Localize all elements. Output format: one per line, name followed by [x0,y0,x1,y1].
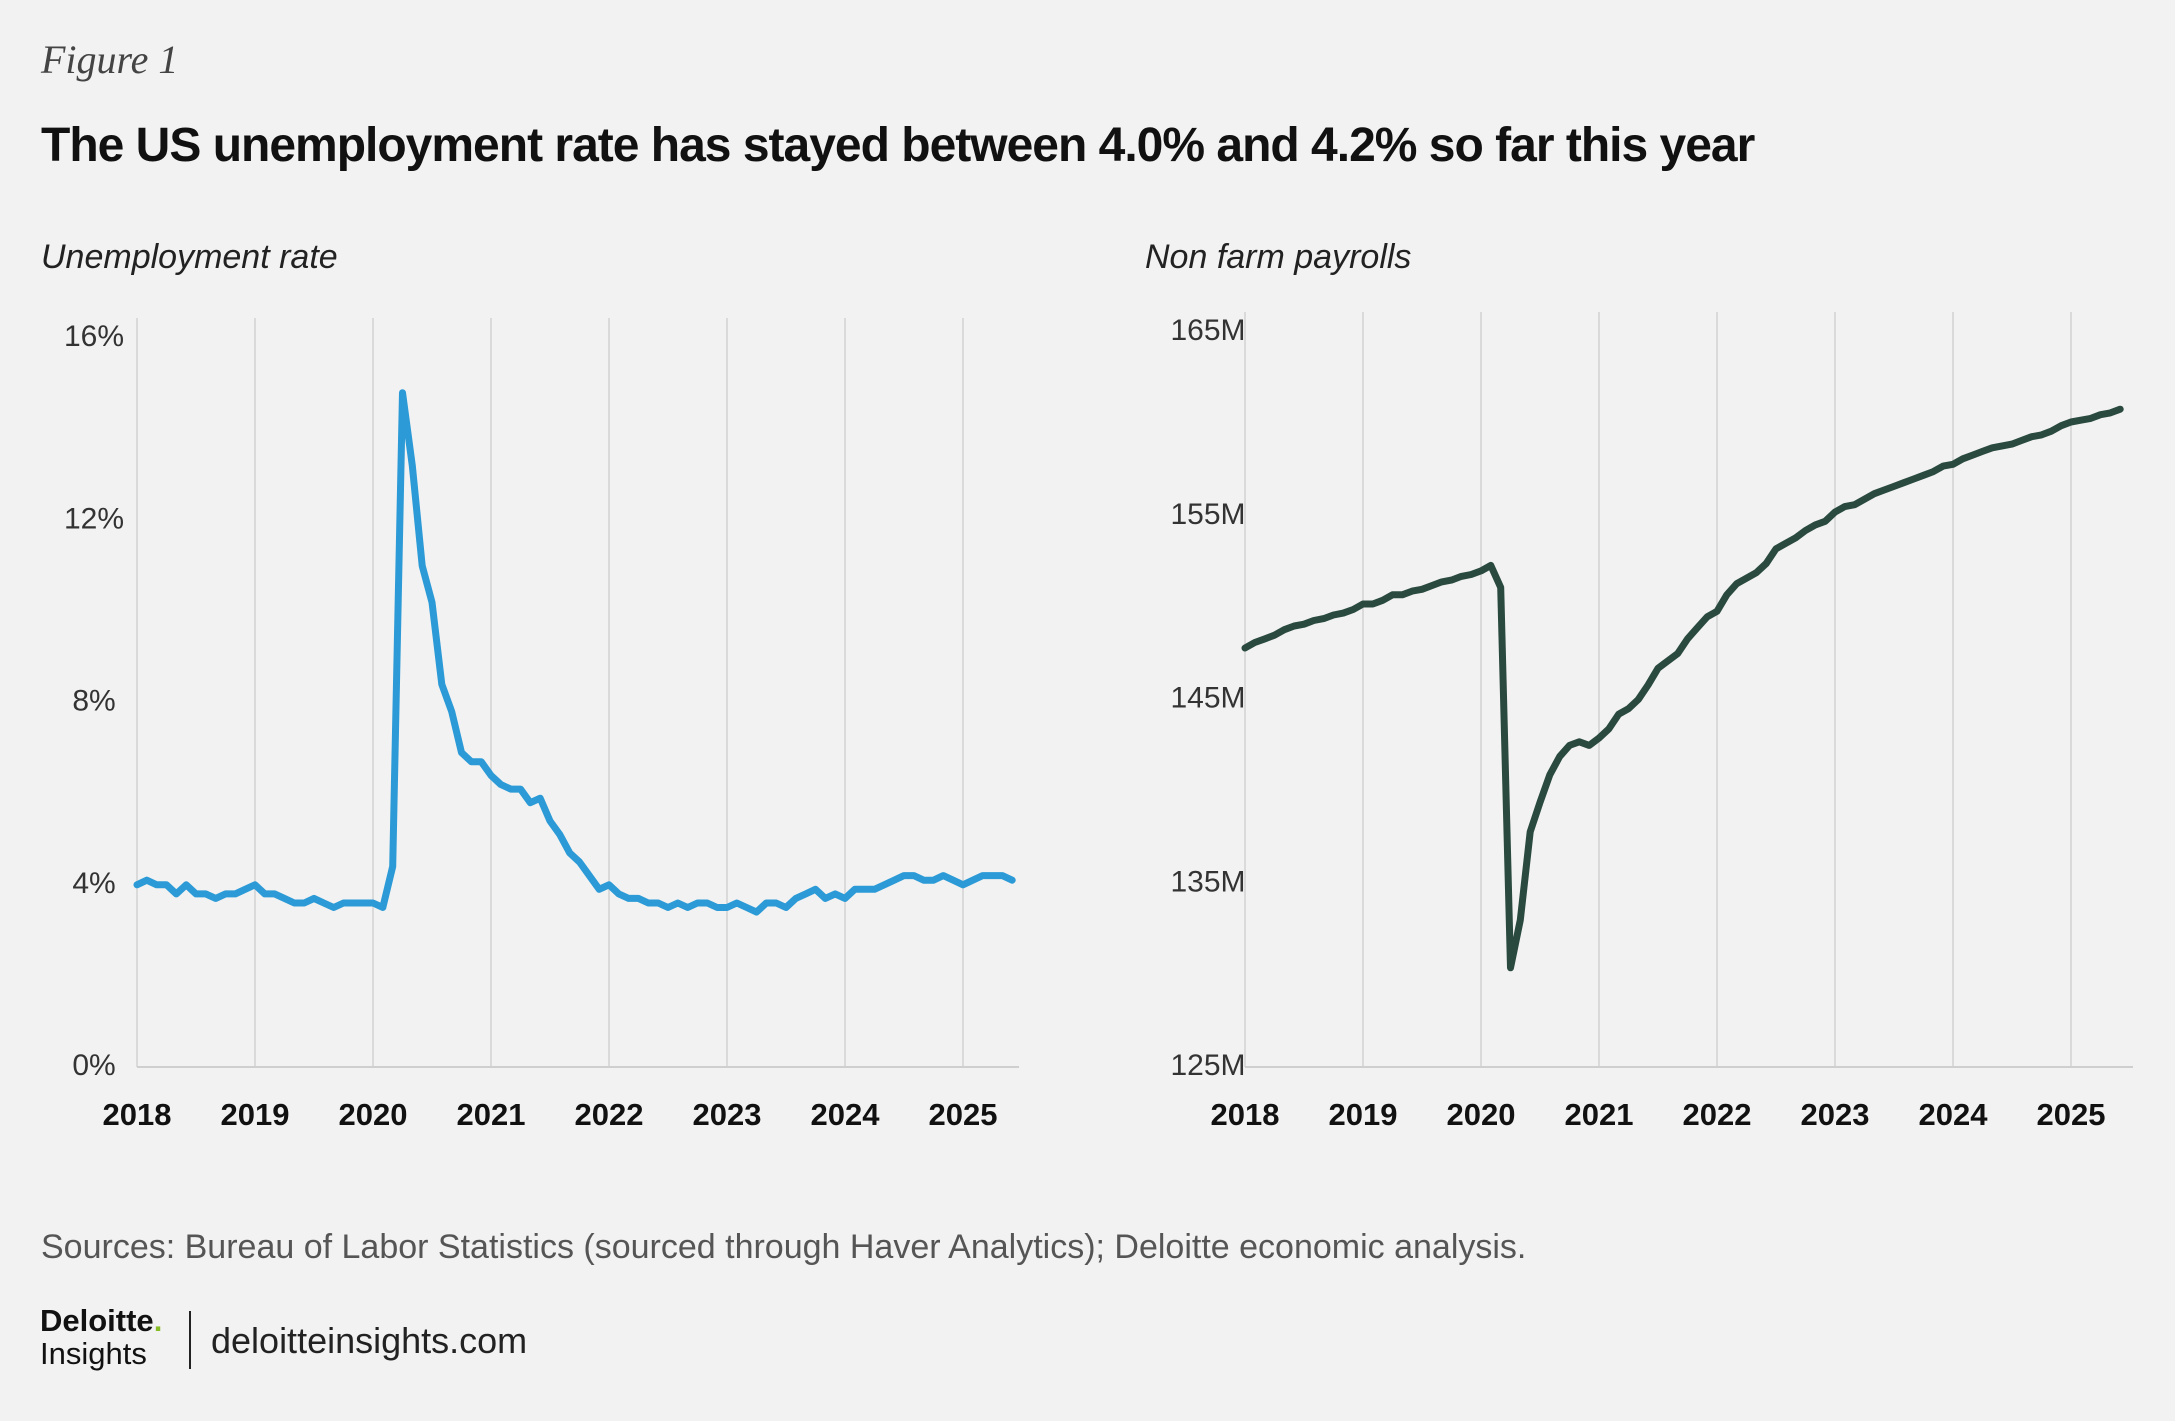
unemployment-y-tick-label: 16% [64,320,124,353]
brand-divider [189,1311,191,1369]
chart-title: The US unemployment rate has stayed betw… [41,119,1755,172]
payrolls-x-tick-label: 2025 [2037,1097,2106,1132]
payrolls-x-tick-label: 2023 [1801,1097,1870,1132]
payrolls-y-tick-label: 155M [1170,498,1245,531]
payrolls-y-tick-label: 135M [1170,865,1245,898]
payrolls-chart-title: Non farm payrolls [1145,238,1412,276]
unemployment-x-tick-label: 2024 [811,1097,881,1132]
payrolls-x-tick-label: 2022 [1683,1097,1752,1132]
non-farm-payrolls-chart: 2018 2019 2020 2021 2022 2023 2024 2025 125M 135M… [1170,312,2133,1132]
unemployment-series-line [133,389,1016,916]
unemployment-x-tick-label: 2019 [221,1097,290,1132]
unemployment-chart-title: Unemployment rate [41,238,338,276]
figure-label: Figure 1 [41,37,179,82]
brand-subtitle: Insights [40,1336,147,1371]
payrolls-y-tick-label: 165M [1170,314,1245,347]
unemployment-rate-chart: 2018 2019 2020 2021 2022 2023 2024 2025 0% 4% 8% 12… [64,318,1019,1132]
payrolls-x-tick-label: 2019 [1329,1097,1398,1132]
payrolls-x-tick-label: 2018 [1211,1097,1280,1132]
brand-name: Deloitte. [40,1303,163,1338]
unemployment-x-tick-label: 2022 [575,1097,644,1132]
payrolls-x-tick-label: 2020 [1447,1097,1516,1132]
deloitte-insights-logo: Deloitte. Insights [40,1305,162,1369]
unemployment-x-tick-label: 2025 [929,1097,998,1132]
site-url-link[interactable]: deloitteinsights.com [211,1320,528,1361]
unemployment-x-tick-label: 2020 [339,1097,408,1132]
unemployment-x-tick-label: 2018 [103,1097,172,1132]
unemployment-x-tick-label: 2023 [693,1097,762,1132]
unemployment-y-tick-label: 4% [72,867,115,900]
unemployment-x-tick-label: 2021 [457,1097,526,1132]
payrolls-x-tick-label: 2021 [1565,1097,1634,1132]
sources-note: Sources: Bureau of Labor Statistics (sou… [41,1228,1527,1266]
unemployment-y-tick-label: 8% [72,685,115,718]
payrolls-y-tick-label: 125M [1170,1049,1245,1082]
unemployment-y-tick-label: 12% [64,502,124,535]
payrolls-y-tick-label: 145M [1170,682,1245,715]
payrolls-series-line [1241,405,2124,972]
unemployment-y-tick-label: 0% [72,1049,115,1082]
payrolls-x-tick-label: 2024 [1919,1097,1989,1132]
